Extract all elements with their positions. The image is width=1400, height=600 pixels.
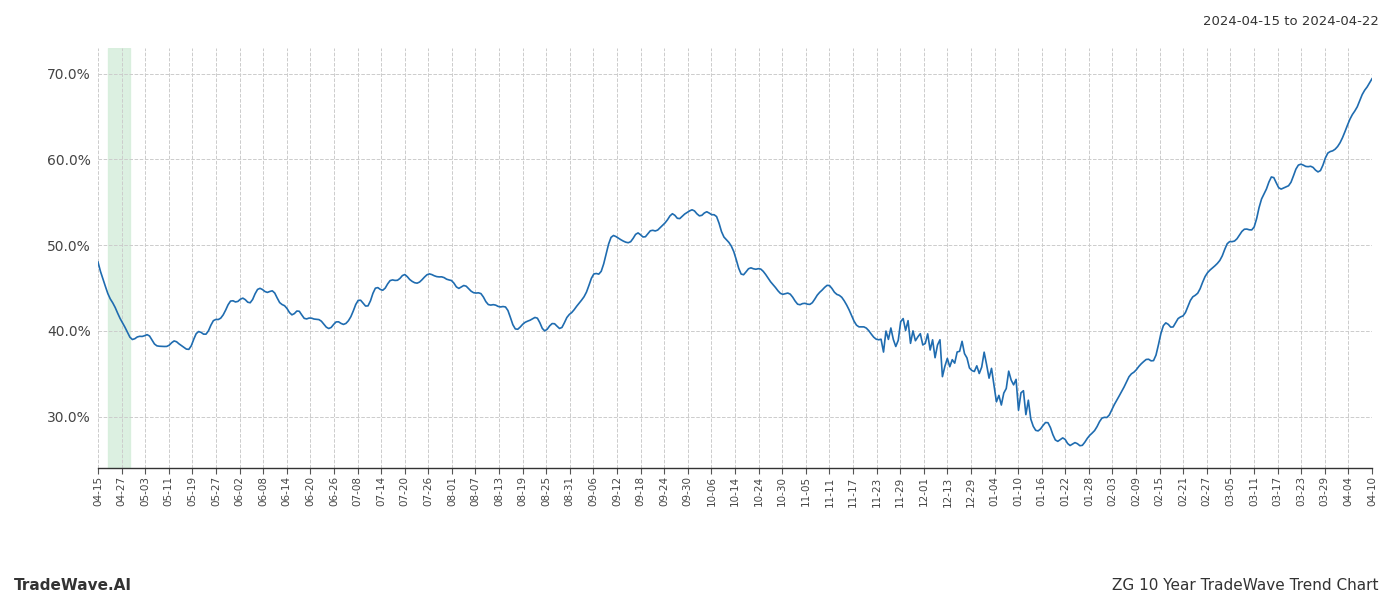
Text: TradeWave.AI: TradeWave.AI [14,578,132,593]
Text: 2024-04-15 to 2024-04-22: 2024-04-15 to 2024-04-22 [1203,15,1379,28]
Bar [108,48,130,468]
Text: ZG 10 Year TradeWave Trend Chart: ZG 10 Year TradeWave Trend Chart [1113,578,1379,593]
